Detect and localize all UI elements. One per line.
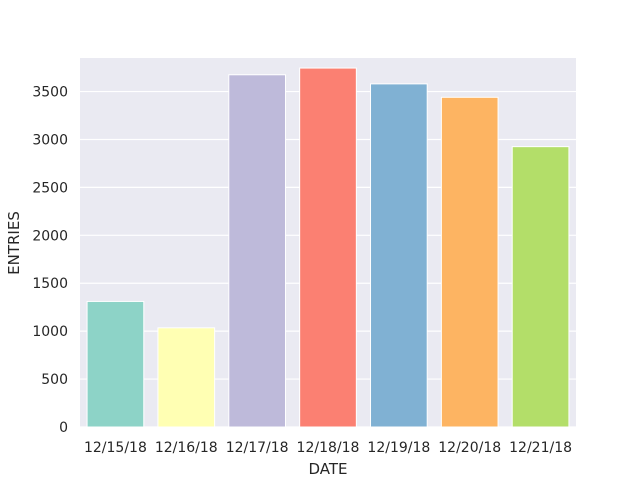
y-axis-label: ENTRIES (5, 211, 23, 275)
bars (86, 67, 570, 428)
y-tick-label: 0 (59, 420, 68, 436)
bar-12-17-18 (228, 74, 286, 428)
bar-12-16-18 (157, 327, 216, 428)
x-tick-label: 12/18/18 (297, 440, 360, 456)
y-tick-label: 3000 (32, 132, 68, 148)
y-tick-label: 3500 (32, 85, 68, 101)
x-tick-label: 12/17/18 (226, 440, 289, 456)
x-tick-label: 12/19/18 (367, 440, 430, 456)
bar-12-20-18 (440, 96, 499, 428)
x-tick-label: 12/16/18 (155, 440, 218, 456)
bar-12-18-18 (299, 67, 357, 428)
y-tick-label: 500 (41, 372, 68, 388)
bar-12-19-18 (370, 83, 428, 428)
x-axis-label: DATE (308, 460, 347, 478)
y-tick-label: 2500 (32, 180, 68, 196)
y-tick-label: 1500 (32, 276, 68, 292)
y-tick-labels: 0 500 1000 1500 2000 2500 3000 3500 (32, 85, 68, 436)
x-tick-label: 12/15/18 (84, 440, 147, 456)
x-tick-labels: 12/15/18 12/16/18 12/17/18 12/18/18 12/19/18… (84, 440, 572, 456)
y-tick-label: 2000 (32, 228, 68, 244)
y-tick-label: 1000 (32, 324, 68, 340)
x-tick-label: 12/20/18 (438, 440, 501, 456)
x-tick-label: 12/21/18 (509, 440, 572, 456)
bar-12-21-18 (511, 146, 570, 428)
bar-12-15-18 (86, 300, 145, 428)
